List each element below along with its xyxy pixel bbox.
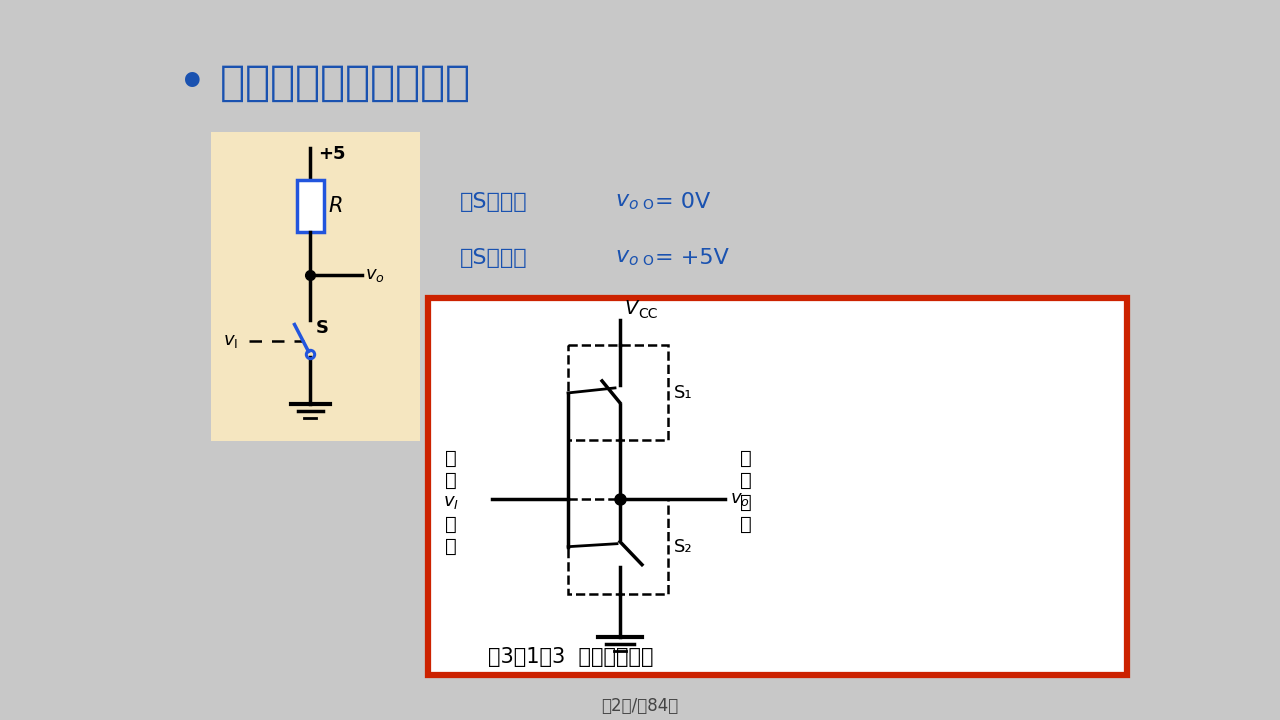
- Text: 信: 信: [445, 516, 457, 534]
- Text: • 高、低电平产生的原理: • 高、低电平产生的原理: [179, 62, 470, 104]
- Bar: [429, 297, 1128, 675]
- Bar: [297, 180, 324, 232]
- Text: CC: CC: [637, 307, 658, 320]
- Text: $v_o$: $v_o$: [365, 266, 385, 284]
- Text: 输: 输: [445, 449, 457, 468]
- Bar: [568, 499, 668, 594]
- Text: $v_\mathrm{I}$: $v_\mathrm{I}$: [223, 333, 238, 351]
- Text: $v_o$: $v_o$: [608, 248, 639, 268]
- Text: 号: 号: [740, 516, 751, 534]
- Text: $V$: $V$: [625, 299, 640, 318]
- Text: = 0V: = 0V: [655, 192, 710, 212]
- Text: 图3．1．3  互补开关电路: 图3．1．3 互补开关电路: [488, 647, 654, 667]
- Text: 出: 出: [740, 472, 751, 490]
- Text: S₂: S₂: [675, 538, 692, 556]
- Text: S₁: S₁: [675, 384, 692, 402]
- Text: $v_I$: $v_I$: [443, 493, 460, 511]
- Text: 当S断开，: 当S断开，: [461, 248, 527, 268]
- Text: S: S: [315, 318, 329, 336]
- Text: 入: 入: [445, 472, 457, 490]
- Text: 当S闭合，: 当S闭合，: [461, 192, 527, 212]
- Text: 号: 号: [445, 537, 457, 557]
- Text: = +5V: = +5V: [655, 248, 728, 268]
- Text: 信: 信: [740, 493, 751, 512]
- Text: O: O: [643, 198, 653, 212]
- Text: $v_o$: $v_o$: [730, 490, 750, 508]
- Bar: [211, 132, 420, 441]
- Bar: [568, 346, 668, 441]
- Text: $R$: $R$: [329, 196, 343, 216]
- Text: O: O: [643, 253, 653, 268]
- Text: $v_o$: $v_o$: [608, 192, 639, 212]
- Text: 输: 输: [740, 449, 751, 468]
- Text: +5: +5: [319, 145, 346, 163]
- Text: 第2页/共84页: 第2页/共84页: [602, 697, 678, 715]
